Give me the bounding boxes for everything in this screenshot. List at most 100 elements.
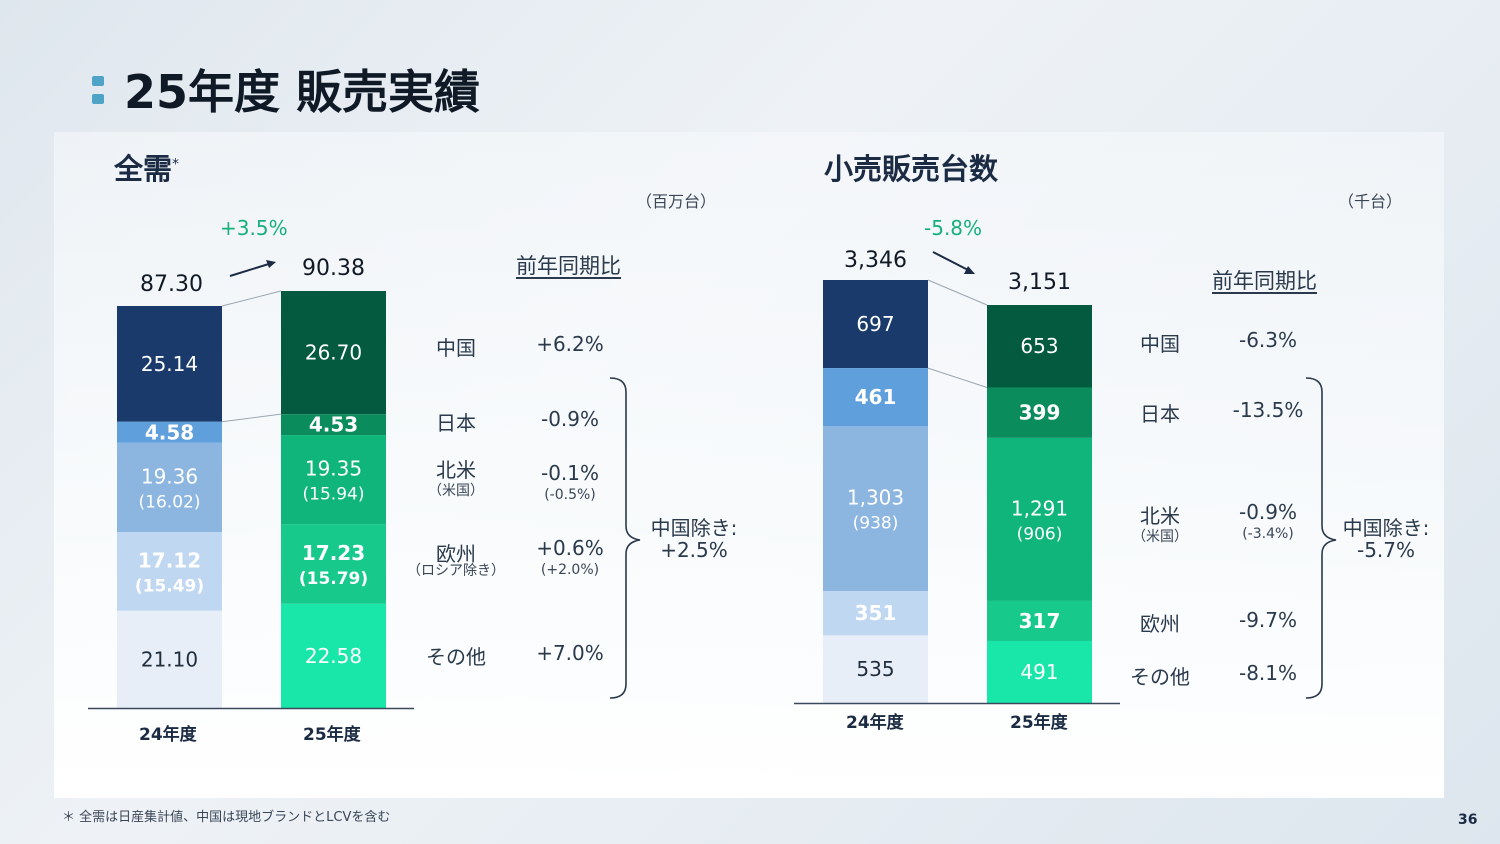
right-label-24-seg-2: 1,303 xyxy=(847,486,904,510)
right-connector-1 xyxy=(927,367,988,388)
right-unit: （千台） xyxy=(1338,192,1403,211)
left-label-24-seg-4: 21.10 xyxy=(141,647,198,671)
left-pct-china: +6.2% xyxy=(536,332,604,356)
right-sublabel-24-seg-2: (938) xyxy=(853,514,899,534)
right-pct-china: -6.3% xyxy=(1238,328,1298,352)
footnote: ＊ 全需は日産集計値、中国は現地ブランドとLCVを含む xyxy=(62,810,391,825)
left-label-24-seg-1: 4.58 xyxy=(145,420,194,444)
left-region-na-sub: （米国） xyxy=(428,483,484,499)
title-marker-top xyxy=(92,76,104,86)
left-pct-na: -0.1% xyxy=(540,461,600,485)
right-yoy-label: 前年同期比 xyxy=(1212,269,1317,293)
left-yoy-label: 前年同期比 xyxy=(516,254,621,278)
right-bar-25-seg-4 xyxy=(987,640,1092,703)
left-label-25-seg-2: 19.35 xyxy=(305,457,362,481)
right-xlabel-24: 24年度 xyxy=(846,713,904,733)
left-total-25: 90.38 xyxy=(302,256,365,281)
right-label-25-seg-4: 491 xyxy=(1020,660,1058,684)
right-bar-25-seg-2 xyxy=(987,437,1092,601)
right-bar-25-seg-1 xyxy=(987,387,1092,438)
left-heading-text: 全需 xyxy=(114,152,173,186)
right-region-na: 北米 xyxy=(1140,504,1180,528)
left-total-24: 87.30 xyxy=(140,272,203,297)
left-bar-25-seg-1 xyxy=(281,414,386,436)
right-bar-24-seg-4 xyxy=(823,635,928,703)
left-growth: +3.5% xyxy=(220,216,288,240)
left-connector-1 xyxy=(221,413,282,423)
page-number: 36 xyxy=(1458,812,1478,828)
left-label-25-seg-1: 4.53 xyxy=(309,413,358,437)
right-brace-label: 中国除き: xyxy=(1342,516,1430,540)
left-connector-0 xyxy=(221,290,282,307)
left-xlabel-24: 24年度 xyxy=(139,725,197,745)
right-label-25-seg-1: 399 xyxy=(1019,401,1061,425)
left-brace-label: 中国除き: xyxy=(650,516,738,540)
right-pct-other: -8.1% xyxy=(1238,661,1298,685)
left-label-25-seg-0: 26.70 xyxy=(305,341,362,365)
right-total-25: 3,151 xyxy=(1008,270,1071,295)
left-label-24-seg-3: 17.12 xyxy=(138,548,201,572)
left-sublabel-25-seg-2: (15.94) xyxy=(303,485,365,505)
left-bar-25-seg-0 xyxy=(281,291,386,415)
right-label-25-seg-2: 1,291 xyxy=(1011,496,1068,520)
left-heading: 全需* xyxy=(114,146,179,188)
left-pct-other: +7.0% xyxy=(536,641,604,665)
left-label-24-seg-2: 19.36 xyxy=(141,464,198,488)
left-label-25-seg-4: 22.58 xyxy=(305,644,362,668)
left-bar-25-seg-2 xyxy=(281,435,386,525)
right-heading: 小売販売台数 xyxy=(824,152,999,186)
right-label-24-seg-1: 461 xyxy=(855,385,897,409)
left-brace xyxy=(609,377,641,699)
right-total-24: 3,346 xyxy=(844,248,907,273)
left-bar-24-seg-0 xyxy=(117,306,222,422)
right-bar-25-seg-3 xyxy=(987,600,1092,641)
right-label-25-seg-3: 317 xyxy=(1019,609,1061,633)
title-marker-bottom xyxy=(92,94,104,104)
left-bar-25-seg-3 xyxy=(281,524,386,604)
right-brace xyxy=(1305,377,1337,699)
right-pct-na-sub: (-3.4%) xyxy=(1242,526,1294,542)
left-sublabel-25-seg-3: (15.79) xyxy=(299,569,368,589)
left-label-24-seg-0: 25.14 xyxy=(141,352,198,376)
left-bar-24-seg-4 xyxy=(117,610,222,708)
right-bar-24-seg-0 xyxy=(823,280,928,369)
right-region-japan: 日本 xyxy=(1140,402,1180,426)
right-label-25-seg-0: 653 xyxy=(1020,334,1058,358)
left-xlabel-25: 25年度 xyxy=(303,725,361,745)
right-region-other: その他 xyxy=(1130,665,1190,689)
right-growth: -5.8% xyxy=(924,216,983,240)
left-region-eu-sub: （ロシア除き） xyxy=(407,563,505,579)
left-bar-25-seg-4 xyxy=(281,603,386,708)
left-region-na: 北米 xyxy=(436,458,476,482)
right-bar-24-seg-1 xyxy=(823,368,928,427)
right-growth-arrow xyxy=(932,251,975,274)
left-sublabel-24-seg-3: (15.49) xyxy=(135,576,204,596)
left-region-other: その他 xyxy=(426,645,486,669)
left-label-25-seg-3: 17.23 xyxy=(302,541,365,565)
right-bar-24-seg-3 xyxy=(823,591,928,636)
right-pct-eu: -9.7% xyxy=(1238,608,1298,632)
right-region-china: 中国 xyxy=(1140,332,1180,356)
right-chart: 697 461 1,303 (938) 351 535 653 399 1,291 (906) 31… xyxy=(794,279,1120,705)
right-label-24-seg-3: 351 xyxy=(855,601,897,625)
left-region-japan: 日本 xyxy=(436,411,476,435)
left-pct-eu-sub: (+2.0%) xyxy=(540,562,600,578)
left-heading-mark: * xyxy=(172,156,180,173)
left-chart: 25.14 4.58 19.36 (16.02) 17.12 (15.49) 21.10 26… xyxy=(88,290,414,710)
left-pct-na-sub: (-0.5%) xyxy=(544,487,596,503)
right-connector-0 xyxy=(927,279,988,306)
left-region-china: 中国 xyxy=(436,336,476,360)
left-bar-24-seg-1 xyxy=(117,421,222,443)
right-region-eu: 欧州 xyxy=(1140,612,1180,636)
left-growth-arrow xyxy=(229,260,276,277)
left-sublabel-24-seg-2: (16.02) xyxy=(139,492,201,512)
left-bar-24-seg-2 xyxy=(117,442,222,533)
left-brace-value: +2.5% xyxy=(660,538,728,562)
right-sublabel-25-seg-2: (906) xyxy=(1017,524,1063,544)
right-brace-value: -5.7% xyxy=(1356,538,1416,562)
right-label-24-seg-4: 535 xyxy=(856,657,894,681)
right-pct-japan: -13.5% xyxy=(1232,398,1304,422)
right-region-na-sub: （米国） xyxy=(1132,529,1188,545)
left-unit: （百万台） xyxy=(636,192,717,211)
